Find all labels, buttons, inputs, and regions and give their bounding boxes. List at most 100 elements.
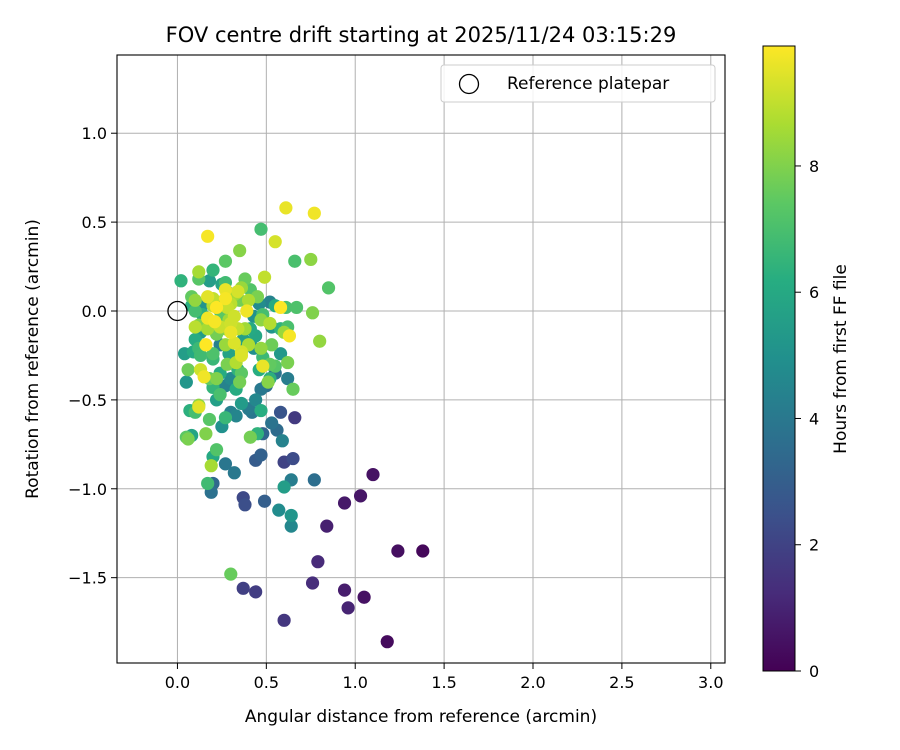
data-point [179, 375, 193, 389]
colorbar: 0 2 4 6 8 Hours from first FF file [762, 45, 851, 681]
reference-marker-layer [167, 300, 188, 322]
data-point [174, 274, 188, 288]
data-point [201, 476, 215, 491]
data-point [254, 403, 268, 418]
x-tick-label: 0.5 [254, 673, 279, 692]
data-point [416, 544, 430, 558]
data-point [209, 371, 224, 386]
data-point [279, 201, 293, 215]
data-point [206, 347, 220, 361]
colorbar-tick-label: 4 [809, 409, 819, 428]
y-axis-ticks: 1.0 0.5 0.0 −0.5 −1.0 −1.5 [68, 124, 117, 588]
data-point [224, 567, 238, 581]
data-point [192, 400, 206, 414]
data-point [313, 334, 327, 348]
data-point [268, 235, 282, 249]
x-tick-label: 3.0 [698, 673, 723, 692]
legend-box [440, 64, 716, 103]
data-point [272, 503, 286, 517]
x-tick-label: 0.0 [165, 673, 190, 692]
data-point [218, 291, 233, 306]
data-point [305, 576, 320, 590]
data-point [224, 325, 238, 339]
data-point [234, 396, 249, 411]
data-point [192, 265, 206, 279]
data-point [263, 316, 277, 331]
data-point [201, 290, 215, 304]
data-point [208, 315, 222, 329]
data-point [265, 338, 279, 352]
data-point [241, 293, 256, 307]
legend-marker [458, 73, 480, 95]
data-point [321, 281, 336, 295]
data-point [201, 229, 215, 243]
scatter-points [174, 201, 430, 649]
data-point [202, 274, 217, 288]
data-point [206, 263, 220, 277]
colorbar-tick-label: 0 [809, 662, 819, 681]
x-tick-label: 2.0 [520, 673, 545, 692]
data-point [277, 480, 291, 494]
x-axis-label: Angular distance from reference (arcmin) [245, 707, 597, 727]
data-point [273, 405, 288, 419]
legend: Reference platepar [440, 64, 716, 103]
y-tick-label: −1.5 [68, 569, 107, 588]
data-point [380, 635, 394, 649]
data-point [366, 467, 380, 482]
data-point [261, 375, 275, 389]
data-point [188, 293, 202, 307]
y-axis-label: Rotation from reference (arcmin) [23, 219, 43, 499]
data-point [257, 494, 272, 508]
data-point [227, 309, 241, 323]
data-point [209, 443, 224, 457]
data-point [265, 416, 279, 430]
data-point [353, 489, 368, 503]
data-point [256, 359, 270, 373]
colorbar-ticks: 0 2 4 6 8 [795, 157, 819, 681]
data-point [337, 583, 352, 597]
data-point [281, 371, 295, 386]
data-point [238, 498, 252, 512]
colorbar-tick-label: 2 [809, 536, 819, 555]
data-point [199, 338, 213, 352]
data-point [218, 254, 233, 268]
axes-frame [116, 54, 726, 664]
data-point [275, 434, 289, 448]
data-point [304, 252, 318, 267]
data-point [281, 355, 295, 370]
data-point [181, 363, 195, 377]
data-point [199, 427, 213, 441]
data-point [229, 409, 243, 423]
colorbar-tick-label: 6 [809, 283, 819, 302]
data-point [288, 254, 302, 268]
data-point [227, 336, 241, 350]
data-point [233, 375, 247, 389]
data-point [257, 270, 272, 284]
data-point [289, 300, 304, 315]
data-point [243, 430, 257, 444]
data-point [197, 370, 211, 384]
data-point [391, 544, 405, 558]
data-point [249, 585, 263, 599]
data-point [233, 243, 247, 258]
data-point [188, 320, 202, 334]
data-point [254, 222, 268, 236]
y-tick-label: 0.0 [82, 302, 107, 321]
data-point [305, 306, 320, 320]
data-point [286, 382, 300, 396]
data-point [204, 459, 218, 473]
data-point [209, 300, 224, 315]
data-point [307, 473, 321, 487]
data-point [254, 448, 268, 462]
data-point [273, 300, 288, 315]
data-point [213, 387, 227, 402]
plot-area: 0.0 0.5 1.0 1.5 2.0 2.5 3.0 1.0 0.5 0.0 −0.5 −1.0 −… [68, 54, 726, 692]
y-tick-label: 1.0 [82, 124, 107, 143]
data-point [307, 206, 321, 220]
x-tick-label: 2.5 [609, 673, 634, 692]
data-point [193, 348, 208, 363]
data-point [188, 304, 202, 318]
data-point [181, 432, 195, 446]
data-point [236, 581, 250, 595]
